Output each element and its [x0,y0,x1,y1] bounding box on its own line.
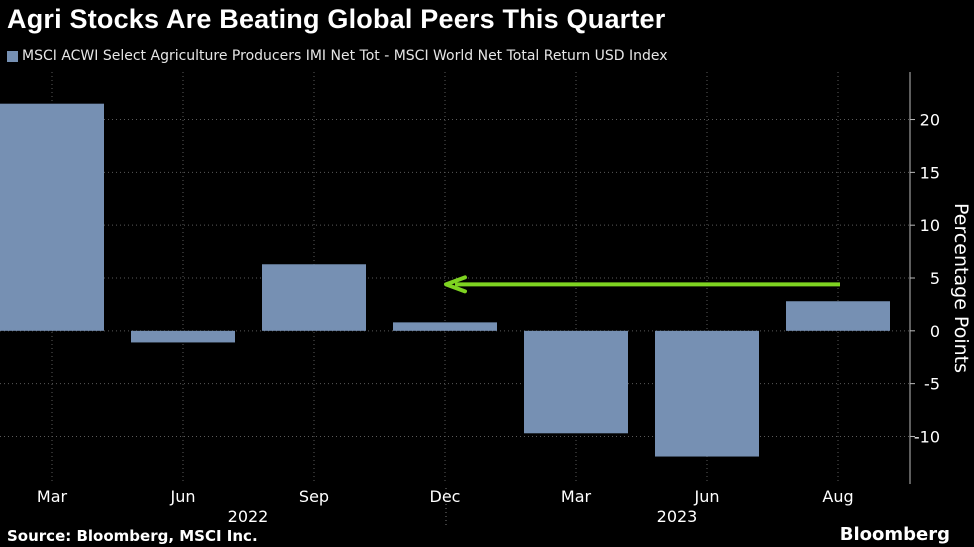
bar [131,330,235,343]
y-tick-label: -10 [914,427,940,446]
annotation [444,275,840,294]
x-tick-label: Jun [694,487,720,506]
legend-swatch [7,50,18,62]
bar [655,330,759,457]
legend: MSCI ACWI Select Agriculture Producers I… [7,48,668,64]
bar [0,103,104,331]
x-tick-label: Jun [170,487,196,506]
source-note: Source: Bloomberg, MSCI Inc. [7,527,258,545]
legend-label: MSCI ACWI Select Agriculture Producers I… [22,48,668,64]
x-tick-label: Sep [299,487,329,506]
y-tick-label: 0 [930,322,940,341]
bar [262,264,366,331]
bars [0,103,890,457]
x-tick-label: Mar [37,487,68,506]
y-axis-title: Percentage Points [950,203,972,373]
annotation-arrow-head [444,275,467,294]
x-tick-label: Aug [822,487,853,506]
axes: -10 -5 0 5 10 15 20 Mar Jun Sep Dec Mar Jun Aug 2022 20… [37,72,972,526]
x-tick-label: Mar [561,487,592,506]
y-tick-label: 20 [920,111,940,130]
y-tick-label: 5 [930,269,940,288]
bar [393,322,497,331]
bloomberg-logo: Bloomberg [839,524,950,545]
chart-title: Agri Stocks Are Beating Global Peers Thi… [7,4,666,34]
y-tick-label: 10 [920,216,940,235]
bar [786,301,890,331]
year-label-2022: 2022 [228,507,269,526]
y-tick-label: -5 [924,375,940,394]
gridlines [0,72,910,484]
x-tick-label: Dec [430,487,461,506]
year-label-2023: 2023 [657,507,698,526]
bar [524,330,628,434]
y-tick-label: 15 [920,163,940,182]
